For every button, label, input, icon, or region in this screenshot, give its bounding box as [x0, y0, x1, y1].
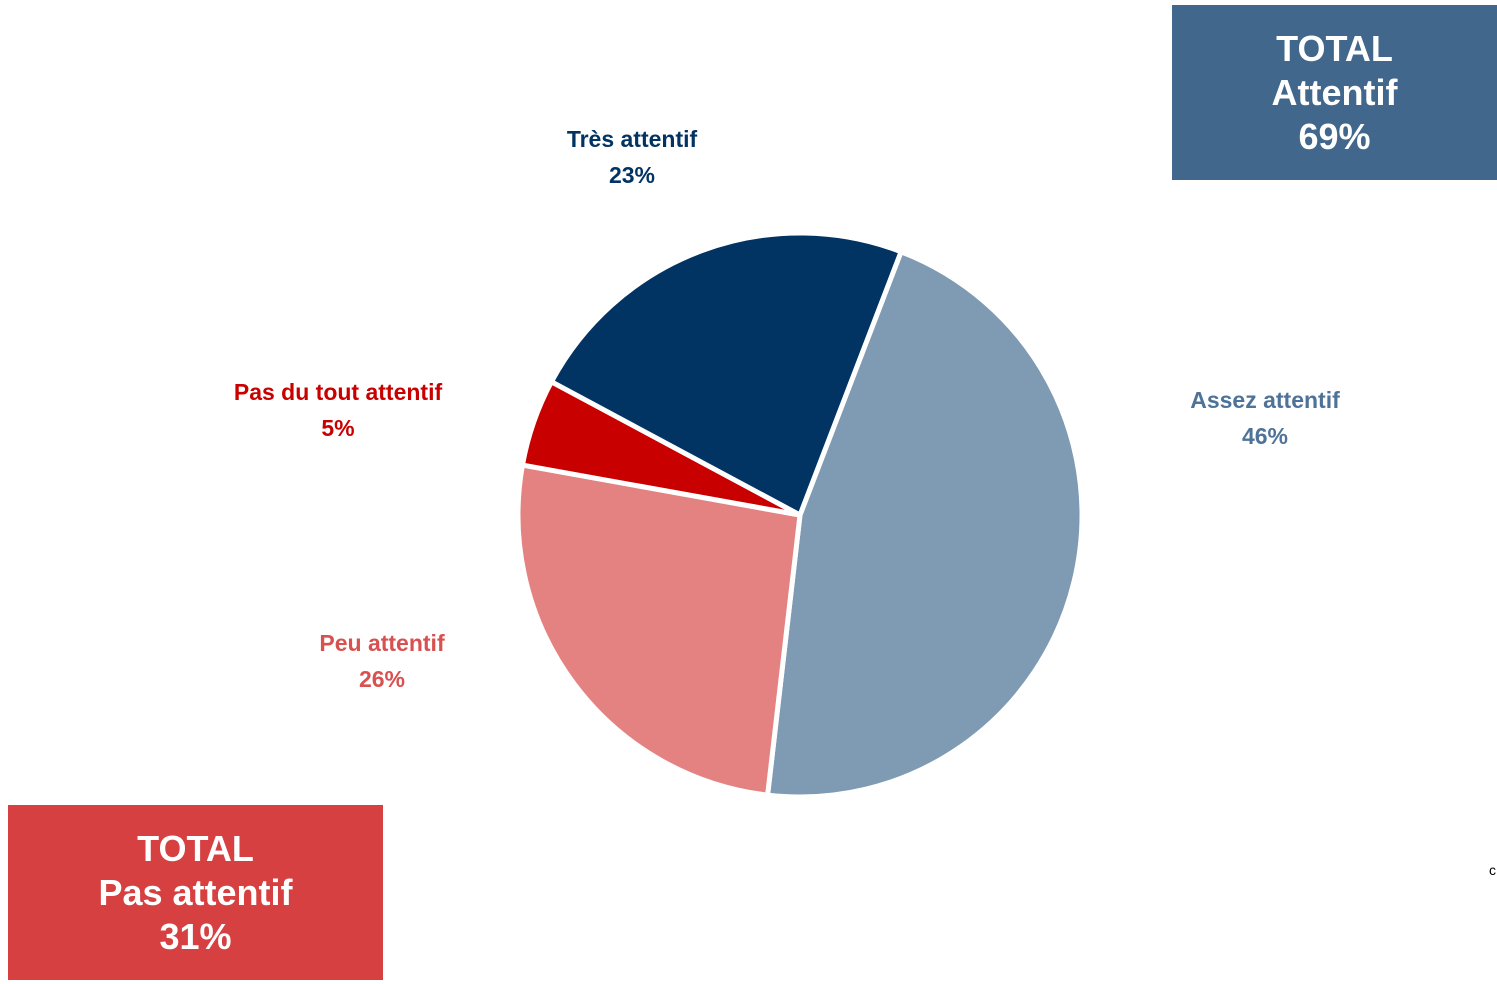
slice-label: Peu attentif	[319, 630, 445, 656]
slice-value-label: 23%	[609, 162, 655, 188]
total-attentif-label: Attentif	[1271, 71, 1398, 113]
total-pas-attentif-value: 31%	[159, 915, 232, 957]
slice-value-label: 5%	[321, 415, 354, 441]
total-pas-attentif-title: TOTAL	[137, 827, 254, 869]
slice-label: Pas du tout attentif	[234, 379, 443, 405]
total-attentif-box: TOTAL Attentif 69%	[1172, 5, 1497, 180]
slice-value-label: 46%	[1242, 423, 1288, 449]
total-pas-attentif-box: TOTAL Pas attentif 31%	[8, 805, 383, 980]
pie-slice-peu-attentif	[515, 462, 803, 798]
total-attentif-title: TOTAL	[1276, 27, 1393, 69]
slice-label: Assez attentif	[1190, 387, 1340, 413]
slice-label: Très attentif	[567, 126, 698, 152]
total-pas-attentif-label: Pas attentif	[98, 871, 293, 913]
slice-value-label: 26%	[359, 666, 405, 692]
pie-slice-assez-attentif	[765, 249, 1085, 800]
stray-text: c	[1489, 862, 1496, 878]
pie-slice-tr-s-attentif	[548, 230, 904, 518]
total-attentif-value: 69%	[1298, 115, 1371, 157]
